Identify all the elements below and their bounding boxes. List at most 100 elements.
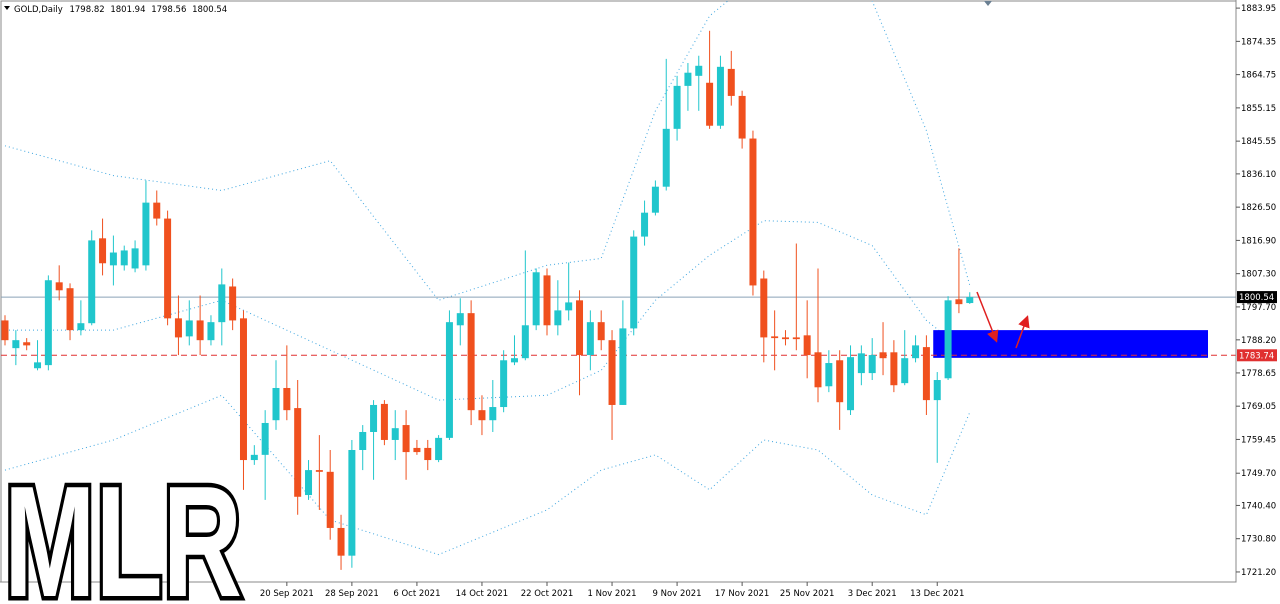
candle-body [153,202,161,219]
candle-body [391,428,399,440]
y-tick-label: 1788.20 [1241,336,1276,346]
x-tick-label: 13 Dec 2021 [910,589,964,599]
candle-body [424,447,432,461]
arrow-up [1015,315,1030,349]
candle-body [662,128,670,187]
candle-body [402,425,410,453]
x-tick-label: 3 Dec 2021 [848,589,897,599]
header: GOLD,Daily 1798.82 1801.94 1798.56 1800.… [14,5,227,15]
candle-body [142,202,150,266]
candle-body [836,360,844,403]
candle-body [109,252,117,266]
candle-body [66,288,74,331]
candle-body [922,347,930,401]
candle-body [554,310,562,326]
y-tick-label: 1874.35 [1241,37,1276,47]
candle-body [283,387,291,411]
candle-body [803,335,811,356]
price-label: 1800.54 [1239,293,1274,303]
bands-layer [4,1,971,556]
candle-body [1,320,9,341]
candle-body [467,313,475,411]
candle-body [370,404,378,432]
candle-body [380,403,388,440]
candle-body [12,340,20,349]
candle-body [305,470,313,496]
candle-body [34,362,42,369]
y-tick-label: 1778.65 [1241,369,1276,379]
candle-body [933,380,941,401]
candle-body [315,470,323,472]
price-label-box [1237,291,1277,304]
candle-body [326,471,334,528]
header-triangle [4,6,10,10]
candle-body [879,352,887,359]
y-tick-label: 1769.05 [1241,402,1276,412]
candle-body [576,300,584,356]
candle-body [608,340,616,405]
candle-body [792,337,800,340]
candle-body [771,336,779,339]
y-tick-label: 1836.10 [1241,170,1276,180]
x-tick-label: 9 Nov 2021 [653,589,702,599]
arrow-down [976,291,999,343]
x-tick-label: 14 Oct 2021 [456,589,509,599]
shift-marker [984,1,992,6]
candle-body [912,345,920,359]
candles-layer [1,30,974,570]
candle-body [44,280,52,366]
x-tick-label: 17 Nov 2021 [715,589,769,599]
candle-body [88,240,96,324]
x-tick-label: 28 Sep 2021 [325,589,379,599]
candle-body [521,325,529,359]
zone [933,330,1208,358]
y-tick-label: 1807.30 [1241,270,1276,280]
candle-body [749,138,757,286]
x-tick-label: 6 Oct 2021 [393,589,440,599]
candle-body [901,358,909,384]
candle-body [131,248,139,269]
candle-body [435,437,443,461]
candle-body [944,300,952,379]
candle-body [185,320,193,337]
y-tick-label: 1721.20 [1241,568,1276,578]
candle-body [966,297,974,304]
candle-body [619,328,627,405]
y-tick-label: 1730.80 [1241,535,1276,545]
candle-body [359,431,367,451]
candle-body [673,85,681,129]
header-open: 1798.82 [69,5,104,15]
symbol: GOLD,Daily [14,5,63,15]
candle-body [857,353,865,374]
level-label-box [1237,349,1277,362]
candle-body [164,218,172,319]
band-upper [4,1,971,301]
candle-body [706,82,714,126]
candle-body [445,322,453,438]
candle-body [727,68,735,96]
candle-body [890,352,898,386]
candle-body [261,422,269,455]
header-high: 1801.94 [110,5,145,15]
candle-body [543,275,551,326]
x-tick-label: 25 Nov 2021 [780,589,834,599]
candle-body [239,318,247,461]
candle-body [218,284,226,323]
candle-body [597,322,605,341]
candle-body [532,272,540,326]
candle-body [868,355,876,374]
candle-body [847,357,855,411]
candle-body [229,286,237,321]
candle-body [586,322,594,356]
y-tick-label: 1749.70 [1241,469,1276,479]
candle-body [651,186,659,213]
candle-body [716,66,724,126]
x-tick-label: 22 Oct 2021 [521,589,574,599]
candle-body [489,407,497,421]
x-tick-label: 20 Sep 2021 [260,589,314,599]
header-close: 1800.54 [192,5,227,15]
y-tick-label: 1740.40 [1241,501,1276,511]
candle-body [510,358,518,363]
